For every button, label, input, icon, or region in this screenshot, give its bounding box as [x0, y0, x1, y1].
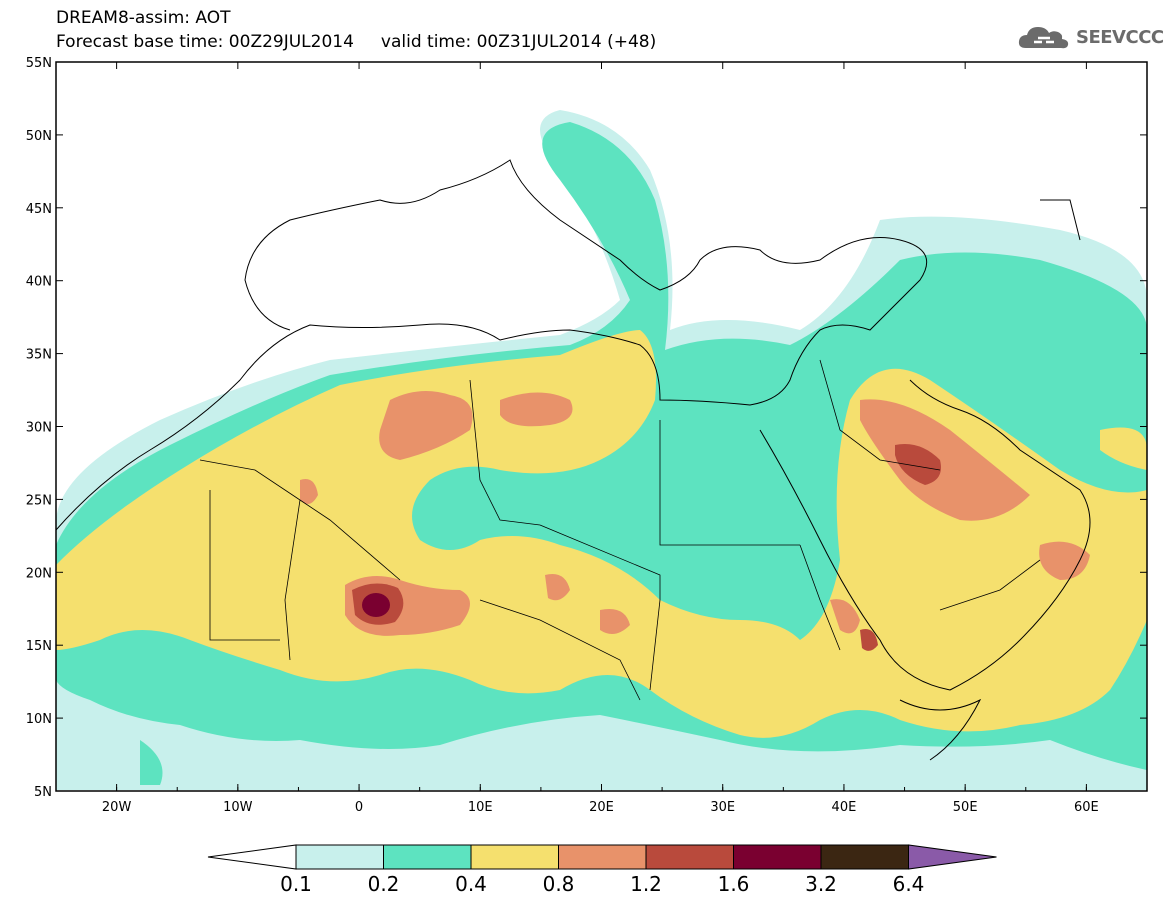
lat-tick-label: 30N — [26, 421, 52, 436]
lat-tick-label: 25N — [26, 493, 52, 508]
aot-level-1-6 — [362, 593, 390, 617]
forecast-time-line: Forecast base time: 00Z29JUL2014 valid t… — [56, 32, 657, 52]
coastlines — [56, 159, 1091, 761]
lat-tick-label: 50N — [26, 129, 52, 144]
colorbar-label: 3.2 — [805, 872, 837, 896]
cloud-icon — [1018, 27, 1069, 49]
colorbar-label: 1.6 — [718, 872, 750, 896]
colorbar-label: 0.8 — [543, 872, 575, 896]
aot-field — [56, 110, 1147, 790]
lon-tick-label: 0 — [355, 800, 363, 815]
colorbar-segment — [645, 844, 734, 870]
colorbar: 0.1 0.2 0.4 0.8 1.2 1.6 3.2 6.4 — [207, 844, 997, 896]
colorbar-segment — [295, 844, 384, 870]
colorbar-high-extension — [908, 844, 997, 870]
lat-tick-label: 40N — [26, 275, 52, 290]
lon-tick-label: 40E — [832, 800, 857, 815]
lat-tick-label: 35N — [26, 348, 52, 363]
lat-tick-label: 45N — [26, 202, 52, 217]
axis-ticks — [55, 61, 1148, 792]
colorbar-label: 0.2 — [368, 872, 400, 896]
colorbar-segment — [733, 844, 822, 870]
axis-tick-labels: 20W 10W 0 10E 20E 30E 40E 50E 60E 5N 10N 15N 20N 25N 3… — [26, 56, 1099, 815]
logo-text: SEEVCCC — [1076, 26, 1164, 48]
colorbar-label: 0.4 — [455, 872, 487, 896]
lat-tick-label: 10N — [26, 712, 52, 727]
colorbar-low-extension — [207, 844, 297, 870]
lon-tick-label: 20W — [102, 800, 132, 815]
chart-title: DREAM8-assim: AOT — [56, 8, 231, 28]
lat-tick-label: 20N — [26, 566, 52, 581]
colorbar-label: 1.2 — [630, 872, 662, 896]
lon-tick-label: 10W — [223, 800, 253, 815]
lon-tick-label: 30E — [710, 800, 735, 815]
colorbar-label: 6.4 — [893, 872, 925, 896]
colorbar-segment — [383, 844, 472, 870]
lon-tick-label: 10E — [468, 800, 493, 815]
lat-tick-label: 15N — [26, 639, 52, 654]
country-borders — [199, 359, 1041, 701]
lon-tick-label: 20E — [589, 800, 614, 815]
colorbar-segment — [820, 844, 909, 870]
colorbar-label: 0.1 — [280, 872, 312, 896]
colorbar-segment — [470, 844, 559, 870]
lat-tick-label: 5N — [34, 785, 52, 800]
colorbar-segment — [558, 844, 647, 870]
lon-tick-label: 60E — [1074, 800, 1099, 815]
lat-tick-label: 55N — [26, 56, 52, 71]
lon-tick-label: 50E — [953, 800, 978, 815]
seevccc-logo: SEEVCCC — [1016, 22, 1164, 52]
